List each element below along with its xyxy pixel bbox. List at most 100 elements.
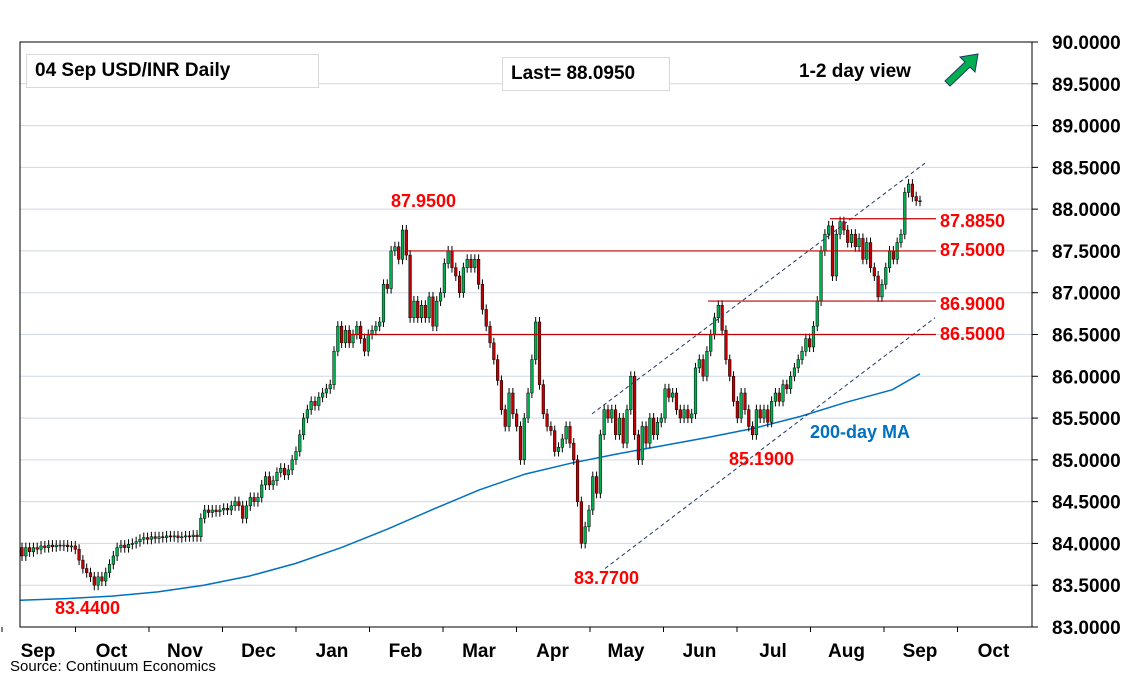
candle-body: [606, 409, 610, 419]
candle-body: [100, 576, 104, 582]
x-tick-label: Oct: [96, 641, 128, 662]
candle-body: [785, 384, 789, 390]
candle-body: [28, 547, 32, 553]
last-price-label: Last= 88.0950: [502, 57, 670, 91]
candle-body: [678, 409, 682, 419]
candle-body: [587, 509, 591, 527]
candle-body: [58, 544, 62, 547]
candle-body: [138, 539, 142, 543]
candle-body: [115, 547, 119, 557]
candle-body: [477, 259, 481, 285]
high-label-87950: 87.9500: [391, 191, 457, 211]
candle-body: [496, 359, 500, 381]
candle-body: [214, 509, 218, 512]
candle-body: [20, 547, 24, 557]
moving-average-200: [19, 373, 921, 602]
candle-body: [309, 401, 313, 410]
candle-body: [659, 417, 663, 423]
candle-body: [203, 509, 207, 519]
y-tick-label: 84.0000: [1052, 534, 1121, 555]
candle-body: [846, 229, 850, 243]
low-label-83770: 83.7700: [574, 568, 640, 588]
y-tick-label: 87.0000: [1052, 284, 1121, 305]
candle-body: [564, 426, 568, 440]
y-tick-label: 88.5000: [1052, 158, 1121, 179]
candle-body: [366, 334, 370, 352]
candle-body: [522, 417, 526, 461]
candle-body: [50, 544, 55, 548]
candle-body: [400, 229, 405, 260]
candle-body: [903, 192, 907, 235]
candle-body: [579, 501, 583, 544]
candle-body: [556, 447, 561, 452]
candle-body: [423, 305, 427, 319]
candle-body: [789, 376, 793, 390]
candle-body: [351, 334, 355, 344]
candle-body: [868, 242, 873, 268]
candle-body: [541, 384, 545, 415]
candle-body: [640, 426, 644, 461]
candle-body: [594, 476, 599, 494]
candle-body: [298, 434, 302, 452]
candle-body: [887, 250, 892, 268]
candle-body: [507, 392, 511, 427]
candle-body: [602, 409, 606, 436]
candle-body: [891, 250, 895, 260]
chart-title: 04 Sep USD/INR Daily: [26, 54, 319, 88]
candle-body: [652, 417, 656, 436]
candle-body: [499, 380, 504, 410]
candle-body: [389, 250, 393, 289]
candle-body: [465, 259, 469, 268]
candle-body: [378, 321, 382, 327]
candle-body: [469, 259, 473, 268]
candle-body: [834, 233, 838, 277]
candle-body: [435, 300, 439, 327]
candle-body: [328, 384, 332, 390]
candle-body: [454, 267, 458, 277]
candle-body: [880, 284, 884, 298]
candle-body: [210, 509, 214, 513]
x-tick-label: Jan: [316, 641, 349, 662]
candle-body: [511, 392, 515, 415]
candle-body: [317, 396, 321, 406]
candle-body: [336, 325, 340, 352]
candle-body: [575, 459, 580, 502]
view-label: 1-2 day view: [799, 61, 911, 82]
candle-body: [431, 296, 435, 327]
candle-body: [907, 183, 911, 193]
candle-body: [701, 359, 705, 377]
candle-body: [598, 434, 602, 494]
candle-body: [256, 497, 260, 502]
candle-body: [153, 536, 157, 539]
candle-body: [96, 576, 100, 586]
candle-body: [815, 300, 819, 327]
candle-body: [842, 221, 846, 231]
level-label-865: 86.5000: [940, 324, 1006, 344]
candle-body: [526, 392, 530, 419]
candle-body: [165, 535, 169, 538]
candle-body: [111, 555, 115, 565]
candle-body: [130, 543, 134, 545]
candle-body: [762, 409, 766, 419]
channel-lower-line: [604, 317, 936, 569]
candle-body: [777, 392, 781, 402]
level-label-875: 87.5000: [940, 240, 1006, 260]
candle-body: [899, 233, 903, 243]
y-tick-label: 87.5000: [1052, 242, 1121, 263]
candle-body: [545, 413, 549, 427]
candle-body: [176, 535, 180, 538]
candle-body: [644, 426, 648, 444]
candle-body: [77, 549, 81, 561]
candle-body: [442, 263, 446, 293]
candle-body: [530, 359, 534, 394]
candle-body: [823, 233, 827, 252]
candle-body: [252, 497, 256, 502]
candle-body: [191, 534, 195, 537]
candle-body: [629, 376, 633, 410]
candle-body: [218, 509, 222, 512]
x-tick-label: Aug: [828, 641, 865, 662]
candle-body: [910, 183, 914, 197]
candle-body: [747, 409, 751, 427]
candle-body: [591, 476, 595, 511]
